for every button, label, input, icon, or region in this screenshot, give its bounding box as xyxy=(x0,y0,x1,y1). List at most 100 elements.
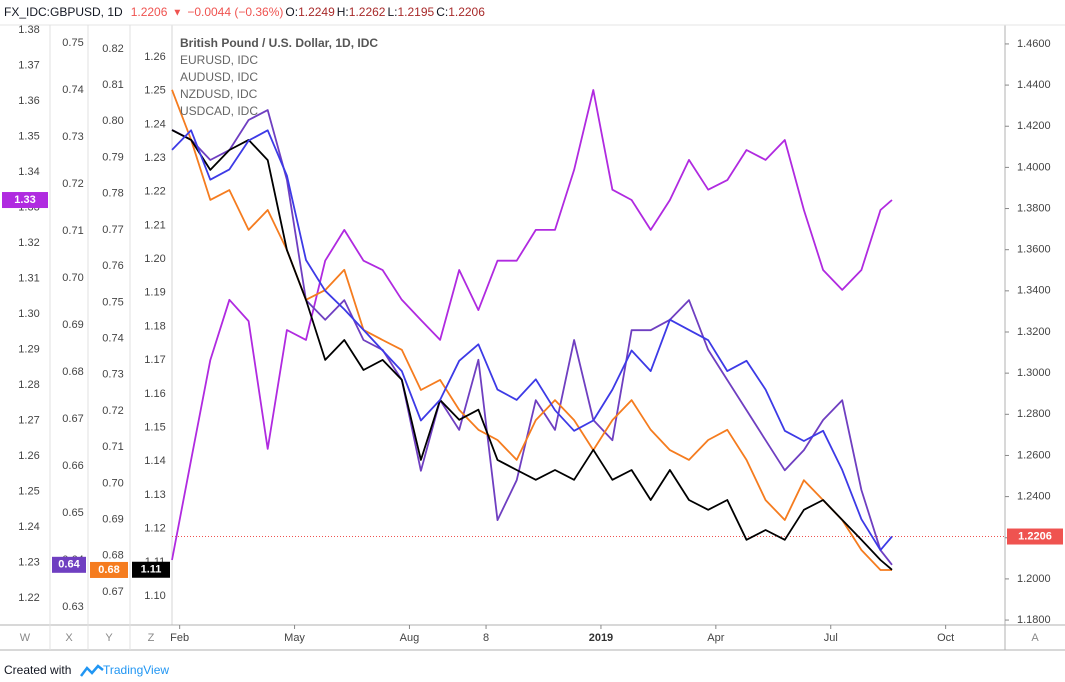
y-tick-label: 1.4400 xyxy=(1017,79,1051,91)
y-tick-label: 1.3800 xyxy=(1017,202,1051,214)
last-value-box xyxy=(90,561,128,578)
y-tick-label: 0.63 xyxy=(62,601,83,613)
last-value-box xyxy=(132,561,170,578)
y-tick-label: 0.71 xyxy=(102,441,123,453)
x-tick-label: Feb xyxy=(170,632,189,644)
y-tick-label: 0.79 xyxy=(102,151,123,163)
y-tick-label: 1.26 xyxy=(144,51,165,63)
y-tick-label: 1.38 xyxy=(18,24,39,36)
series-line xyxy=(171,89,893,561)
y-tick-label: 0.75 xyxy=(62,37,83,49)
ohlc-label: O: xyxy=(285,5,298,19)
legend-entry: USDCAD, IDC xyxy=(180,104,258,118)
y-tick-label: 1.22 xyxy=(144,186,165,198)
x-tick-label: 8 xyxy=(483,632,489,644)
last-value-box xyxy=(1007,528,1063,545)
y-tick-label: 0.73 xyxy=(102,369,123,381)
y-tick-label: 1.2400 xyxy=(1017,491,1051,503)
axis-id: A xyxy=(1031,632,1039,644)
y-tick-label: 1.30 xyxy=(18,308,39,320)
series-line xyxy=(171,129,893,551)
y-tick-label: 1.28 xyxy=(18,379,39,391)
y-tick-label: 0.70 xyxy=(62,272,83,284)
y-tick-label: 1.17 xyxy=(144,354,165,366)
legend-entry: EURUSD, IDC xyxy=(180,53,258,67)
y-tick-label: 1.24 xyxy=(18,521,39,533)
y-tick-label: 0.65 xyxy=(62,507,83,519)
last-value-label: 1.33 xyxy=(14,194,35,206)
ohlc-label: H: xyxy=(337,5,349,19)
last-price: 1.2206 xyxy=(131,5,168,19)
last-value-box xyxy=(52,556,86,573)
series-line xyxy=(171,129,893,571)
y-tick-label: 0.77 xyxy=(102,224,123,236)
y-tick-label: 0.68 xyxy=(62,366,83,378)
y-tick-label: 1.26 xyxy=(18,450,39,462)
y-tick-label: 0.72 xyxy=(102,405,123,417)
footer: Created with TradingView xyxy=(4,663,169,677)
y-tick-label: 1.3400 xyxy=(1017,285,1051,297)
y-tick-label: 1.2800 xyxy=(1017,408,1051,420)
y-tick-label: 1.4000 xyxy=(1017,161,1051,173)
legend-entry: NZDUSD, IDC xyxy=(180,87,258,101)
footer-brand: TradingView xyxy=(103,663,169,677)
last-value-label: 1.11 xyxy=(141,564,162,576)
x-tick-label: Oct xyxy=(937,632,954,644)
y-tick-label: 0.74 xyxy=(62,84,83,96)
y-tick-label: 1.18 xyxy=(144,320,165,332)
y-tick-label: 1.24 xyxy=(144,118,165,130)
ohlc-value: 1.2249 xyxy=(298,5,335,19)
y-tick-label: 1.32 xyxy=(18,237,39,249)
y-tick-label: 0.69 xyxy=(62,319,83,331)
y-tick-label: 0.71 xyxy=(62,225,83,237)
y-tick-label: 1.25 xyxy=(144,85,165,97)
y-tick-label: 0.70 xyxy=(102,477,123,489)
y-tick-label: 0.69 xyxy=(102,514,123,526)
y-tick-label: 1.3200 xyxy=(1017,326,1051,338)
legend-title: British Pound / U.S. Dollar, 1D, IDC xyxy=(180,36,378,50)
y-tick-label: 0.80 xyxy=(102,115,123,127)
axis-id: Z xyxy=(148,632,155,644)
y-tick-label: 1.2600 xyxy=(1017,449,1051,461)
y-tick-label: 1.37 xyxy=(18,59,39,71)
y-tick-label: 0.66 xyxy=(62,460,83,472)
y-tick-label: 1.29 xyxy=(18,343,39,355)
y-tick-label: 0.67 xyxy=(102,586,123,598)
y-tick-label: 1.12 xyxy=(144,523,165,535)
y-tick-label: 0.75 xyxy=(102,296,123,308)
y-tick-label: 1.27 xyxy=(18,414,39,426)
y-tick-label: 1.3000 xyxy=(1017,367,1051,379)
last-value-label: 0.64 xyxy=(58,559,80,571)
x-tick-label: Apr xyxy=(707,632,724,644)
series-line xyxy=(171,109,893,566)
legend-entry: AUDUSD, IDC xyxy=(180,70,258,84)
y-tick-label: 0.76 xyxy=(102,260,123,272)
y-tick-label: 1.21 xyxy=(144,219,165,231)
y-tick-label: 1.19 xyxy=(144,287,165,299)
y-tick-label: 1.35 xyxy=(18,130,39,142)
y-tick-label: 0.81 xyxy=(102,79,123,91)
y-tick-label: 1.13 xyxy=(144,489,165,501)
y-tick-label: 1.10 xyxy=(144,590,165,602)
y-tick-label: 1.36 xyxy=(18,95,39,107)
ohlc-value: 1.2195 xyxy=(397,5,434,19)
footer-text: Created with xyxy=(4,663,71,677)
x-tick-label: May xyxy=(284,632,305,644)
last-value-label: 0.68 xyxy=(98,564,119,576)
y-tick-label: 1.22 xyxy=(18,592,39,604)
y-tick-label: 0.73 xyxy=(62,131,83,143)
symbol: FX_IDC:GBPUSD, 1D xyxy=(4,5,123,19)
ohlc-value: 1.2262 xyxy=(349,5,386,19)
y-tick-label: 1.4600 xyxy=(1017,38,1051,50)
y-tick-label: 1.23 xyxy=(18,556,39,568)
x-tick-label: 2019 xyxy=(589,632,613,644)
y-tick-label: 1.31 xyxy=(18,272,39,284)
y-tick-label: 1.4200 xyxy=(1017,120,1051,132)
y-tick-label: 0.82 xyxy=(102,43,123,55)
x-tick-label: Aug xyxy=(400,632,420,644)
last-value-label: 1.2206 xyxy=(1018,530,1052,542)
ohlc-value: 1.2206 xyxy=(448,5,485,19)
y-tick-label: 1.2000 xyxy=(1017,573,1051,585)
y-tick-label: 1.1800 xyxy=(1017,614,1051,626)
